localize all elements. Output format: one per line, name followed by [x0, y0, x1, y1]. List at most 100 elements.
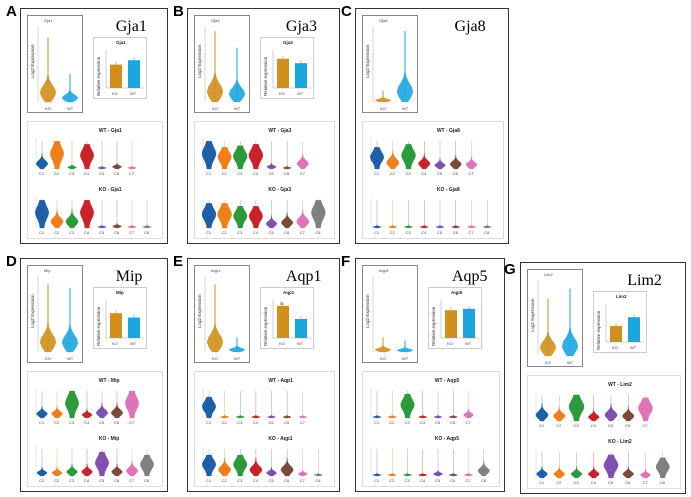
cluster-title-ko: KO - Gja8: [436, 187, 460, 193]
violin-c4: [251, 414, 261, 419]
violin-c6: [450, 154, 462, 170]
violin-c6: [112, 162, 122, 170]
panel-letter: C: [341, 3, 352, 20]
cluster-label-6: C6: [114, 478, 120, 483]
violin-c1: [370, 147, 384, 170]
violin-c1: [202, 454, 216, 477]
cluster-label-4: C4: [84, 171, 90, 176]
cluster-label-7: C7: [465, 420, 471, 425]
violin-c7: [464, 472, 473, 477]
bar-chart-box: Aqp1 Relative expression a KO WT: [260, 287, 314, 349]
group-label-ko: KO: [545, 360, 551, 365]
violin-c8: [142, 224, 152, 229]
violin-c2: [387, 414, 397, 419]
violin-c8: [311, 199, 326, 229]
violin-c5: [97, 165, 107, 170]
cluster-label-1: C1: [206, 420, 212, 425]
cluster-title-ko: KO - Gja3: [268, 187, 292, 193]
cluster-violins-wt: [370, 138, 478, 170]
cluster-label-1: C1: [39, 230, 45, 235]
cluster-label-4: C4: [421, 171, 427, 176]
cluster-label-1: C1: [39, 420, 45, 425]
bar-label-wt: WT: [130, 91, 137, 96]
cluster-label-7: C7: [642, 423, 648, 428]
cluster-violins-ko: [35, 446, 154, 477]
group-label-ko: KO: [380, 356, 386, 361]
violin-c6: [622, 406, 635, 422]
group-label-ko: KO: [45, 356, 51, 361]
bar-chart-title: Aqp1: [283, 290, 295, 295]
violin-c3: [65, 390, 79, 419]
cluster-label-6: C6: [452, 171, 458, 176]
violin-c1: [36, 405, 48, 419]
violin-c3: [233, 454, 248, 477]
bar-ko: [277, 305, 289, 338]
cluster-label-7: C7: [129, 171, 135, 176]
cluster-label-2: C2: [556, 423, 562, 428]
bar-label-ko: KO: [447, 341, 453, 346]
single-violin-box: Gja1 Log2 Expression KO WT: [27, 15, 83, 113]
violin-c4: [419, 224, 429, 229]
group-label-ko: KO: [380, 106, 386, 111]
cluster-label-5: C5: [608, 423, 614, 428]
violin-c5: [433, 469, 443, 477]
violin-c7: [463, 408, 474, 419]
violin-c1: [201, 140, 217, 170]
violin-c1: [202, 396, 216, 419]
cluster-title-wt: WT - Gja3: [268, 128, 292, 134]
bar-wt: [295, 319, 307, 338]
violin-c8: [477, 460, 490, 477]
bar-ko: [445, 310, 457, 338]
violin-c3: [233, 145, 248, 170]
bar-chart: [272, 300, 311, 339]
cluster-label-7: C7: [129, 420, 135, 425]
gene-title: Mip: [115, 268, 143, 285]
cluster-label-3: C3: [405, 171, 411, 176]
violin-c4: [418, 472, 428, 477]
group-label-wt: WT: [67, 106, 74, 111]
violin-c8: [140, 454, 154, 477]
cluster-label-6: C6: [284, 478, 290, 483]
bar-chart-title: Gja3: [283, 40, 293, 45]
cluster-label-4: C4: [252, 171, 258, 176]
single-violin-box: Gja8 Log2 Expression KO WT: [362, 15, 418, 113]
cluster-label-4: C4: [252, 230, 258, 235]
gene-title: Aqp1: [285, 268, 322, 285]
cluster-title-wt: WT - Gja8: [436, 128, 460, 134]
bar-chart: [605, 304, 644, 343]
cluster-title-ko: KO - Aqp5: [434, 436, 460, 442]
cluster-label-8: C8: [315, 230, 321, 235]
violin-c4: [418, 153, 431, 170]
cluster-label-4: C4: [84, 230, 90, 235]
cluster-label-6: C6: [450, 420, 456, 425]
cluster-label-7: C7: [468, 230, 474, 235]
cluster-label-6: C6: [452, 230, 458, 235]
violin-c4: [81, 463, 93, 477]
bar-wt: [128, 317, 140, 338]
cluster-label-2: C2: [54, 171, 60, 176]
bar-ko: [277, 58, 289, 88]
violin-c4: [248, 144, 264, 170]
cluster-violins-ko: [201, 197, 326, 229]
cluster-violins-wt: [35, 388, 139, 419]
cluster-label-2: C2: [221, 478, 227, 483]
cluster-label-2: C2: [54, 478, 60, 483]
cluster-label-3: C3: [69, 230, 75, 235]
bar-ko: [610, 325, 622, 342]
cluster-label-5: C5: [268, 230, 274, 235]
panel-letter: B: [173, 3, 184, 20]
violin-c8: [313, 472, 323, 477]
group-label-ko: KO: [212, 106, 218, 111]
single-violin-box: Mip Log2 Expression KO WT: [27, 265, 83, 363]
bar-label-wt: WT: [297, 91, 304, 96]
bar-chart-title: Gja1: [116, 40, 126, 45]
violin-c2: [553, 466, 565, 479]
violin-c1: [536, 466, 548, 479]
cluster-title-wt: WT - Aqp5: [434, 378, 460, 384]
violin-c4: [80, 199, 94, 229]
cluster-label-4: C4: [419, 478, 425, 483]
violin-c2: [50, 209, 64, 229]
cluster-label-3: C3: [237, 420, 243, 425]
violin-c4: [248, 206, 263, 229]
panel-letter: D: [6, 253, 17, 270]
